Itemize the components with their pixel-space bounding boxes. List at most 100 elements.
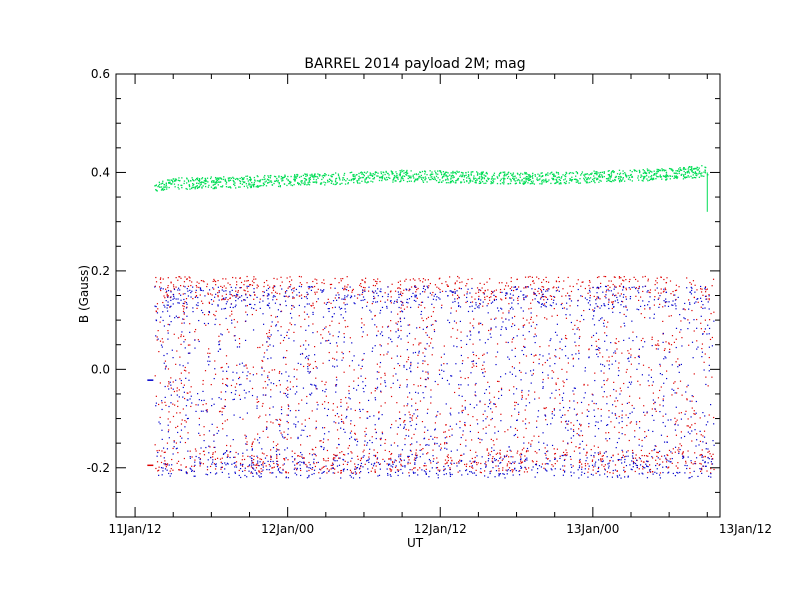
red-data-point	[571, 442, 572, 443]
blue-data-point	[450, 476, 451, 477]
blue-data-point	[362, 292, 363, 293]
green-data-point	[230, 180, 231, 181]
green-data-point	[556, 180, 557, 181]
blue-data-point	[232, 290, 233, 291]
green-data-point	[306, 174, 307, 175]
green-data-point	[672, 176, 673, 177]
red-data-point	[397, 433, 398, 434]
blue-data-point	[248, 471, 249, 472]
green-data-point	[610, 178, 611, 179]
green-data-point	[178, 177, 179, 178]
red-data-point	[579, 435, 580, 436]
blue-data-point	[695, 301, 696, 302]
green-data-point	[276, 180, 277, 181]
green-data-point	[286, 178, 287, 179]
red-data-point	[705, 289, 706, 290]
red-data-point	[373, 279, 374, 280]
blue-data-point	[500, 473, 501, 474]
blue-data-point	[570, 472, 571, 473]
green-data-point	[220, 186, 221, 187]
red-data-point	[344, 320, 345, 321]
blue-data-point	[339, 465, 340, 466]
blue-data-point	[303, 344, 304, 345]
red-data-point	[592, 309, 593, 310]
red-data-point	[159, 286, 160, 287]
red-data-point	[500, 457, 501, 458]
red-data-point	[581, 467, 582, 468]
red-data-point	[430, 402, 431, 403]
green-data-point	[527, 176, 528, 177]
green-data-point	[339, 179, 340, 180]
red-data-point	[694, 373, 695, 374]
blue-data-point	[542, 432, 543, 433]
red-data-point	[511, 341, 512, 342]
blue-data-point	[295, 393, 296, 394]
red-data-point	[543, 468, 544, 469]
red-data-point	[580, 461, 581, 462]
red-data-point	[279, 371, 280, 372]
red-data-point	[203, 380, 204, 381]
red-data-point	[413, 344, 414, 345]
red-data-point	[539, 293, 540, 294]
blue-data-point	[485, 418, 486, 419]
blue-data-point	[240, 399, 241, 400]
red-data-point	[300, 326, 301, 327]
green-data-point	[694, 173, 695, 174]
blue-data-point	[665, 357, 666, 358]
red-data-point	[420, 378, 421, 379]
blue-data-point	[640, 464, 641, 465]
red-data-point	[615, 342, 616, 343]
red-data-point	[663, 398, 664, 399]
green-data-point	[166, 183, 167, 184]
blue-data-point	[676, 472, 677, 473]
red-data-point	[282, 281, 283, 282]
green-data-point	[396, 177, 397, 178]
red-data-point	[671, 394, 672, 395]
green-data-point	[478, 178, 479, 179]
red-data-point	[377, 278, 378, 279]
green-data-point	[640, 177, 641, 178]
blue-data-point	[298, 363, 299, 364]
green-data-point	[558, 176, 559, 177]
red-data-point	[190, 451, 191, 452]
red-data-point	[564, 414, 565, 415]
red-data-point	[681, 395, 682, 396]
red-data-point	[246, 441, 247, 442]
red-data-point	[523, 437, 524, 438]
blue-data-point	[528, 390, 529, 391]
blue-data-point	[273, 345, 274, 346]
green-data-point	[253, 184, 254, 185]
red-data-point	[213, 452, 214, 453]
red-data-point	[422, 448, 423, 449]
blue-data-point	[415, 352, 416, 353]
red-data-point	[428, 285, 429, 286]
red-data-point	[415, 403, 416, 404]
blue-data-point	[275, 303, 276, 304]
green-data-point	[444, 173, 445, 174]
red-data-point	[339, 452, 340, 453]
green-data-point	[703, 172, 704, 173]
green-data-point	[214, 182, 215, 183]
green-data-point	[476, 180, 477, 181]
red-data-point	[456, 310, 457, 311]
red-data-point	[397, 345, 398, 346]
green-data-point	[542, 175, 543, 176]
green-data-point	[455, 182, 456, 183]
green-data-point	[377, 173, 378, 174]
green-data-point	[269, 181, 270, 182]
blue-data-point	[403, 366, 404, 367]
red-data-point	[417, 355, 418, 356]
red-data-point	[657, 282, 658, 283]
red-data-point	[262, 463, 263, 464]
green-data-point	[278, 176, 279, 177]
red-data-point	[651, 369, 652, 370]
blue-data-point	[333, 468, 334, 469]
red-data-point	[647, 472, 648, 473]
red-data-point	[448, 454, 449, 455]
blue-data-point	[375, 399, 376, 400]
red-data-point	[444, 443, 445, 444]
green-data-point	[294, 176, 295, 177]
red-data-point	[632, 405, 633, 406]
red-data-point	[655, 344, 656, 345]
green-data-point	[555, 179, 556, 180]
